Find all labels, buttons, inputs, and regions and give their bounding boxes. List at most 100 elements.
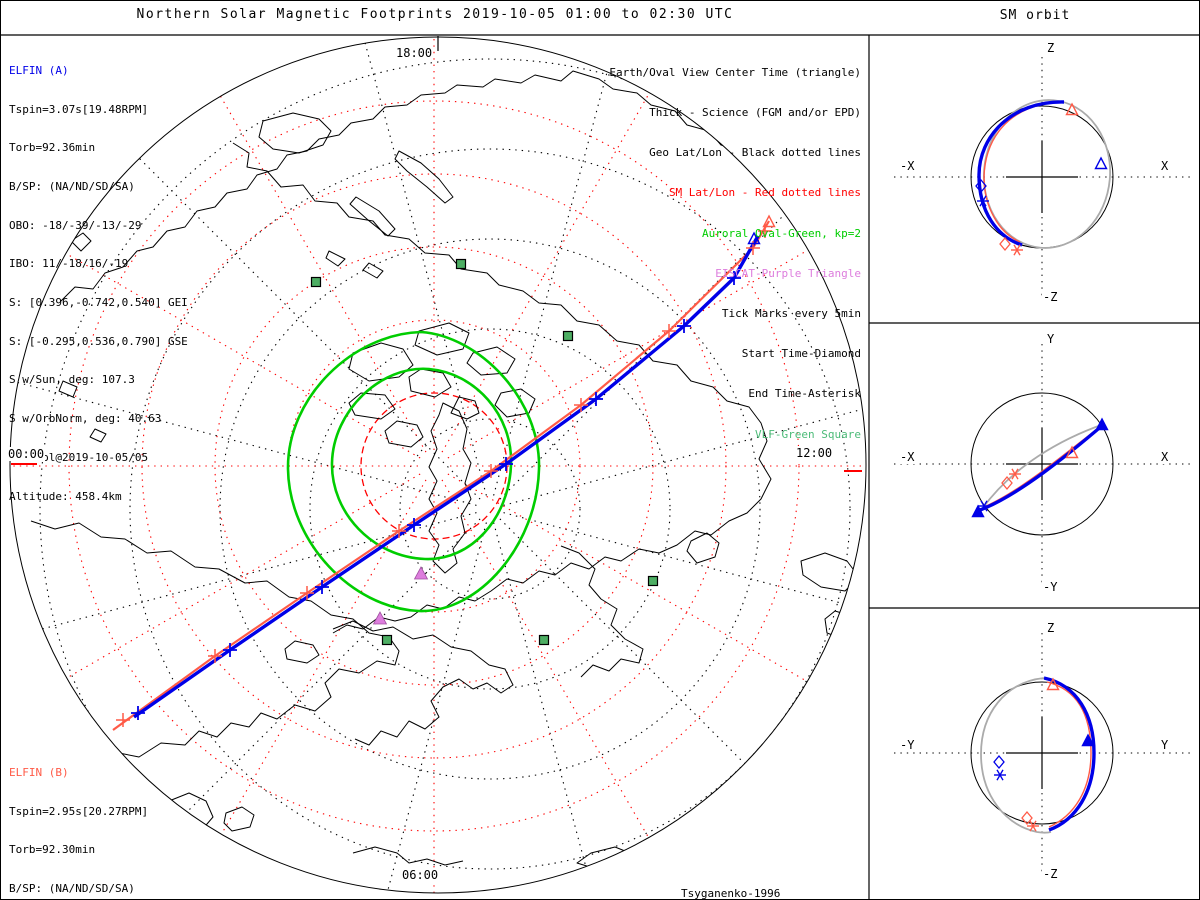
triangle-center-time-marker xyxy=(1065,102,1079,116)
diamond-start-marker xyxy=(1021,810,1033,826)
panel3-axis-top: Z xyxy=(1046,621,1056,635)
coastline xyxy=(223,806,255,832)
coastline xyxy=(428,402,472,574)
coastline xyxy=(325,250,346,267)
legend-item: Thick - Science (FGM and/or EPD) xyxy=(649,106,861,120)
sm-lat-circle xyxy=(68,100,800,832)
geo-lon-line xyxy=(493,522,636,893)
elfin-a-line: Tspin=3.07s[19.48RPM] xyxy=(9,102,149,116)
auroral-oval-inner xyxy=(330,367,513,561)
coastline xyxy=(258,112,332,154)
legend-item: Start Time-Diamond xyxy=(741,347,861,361)
triangle-center-time-marker xyxy=(1095,417,1109,431)
diamond-start-marker xyxy=(1001,475,1013,491)
panel1-axis-top: Z xyxy=(1046,41,1056,55)
eiscat-marker xyxy=(413,566,429,580)
orbit-far-side xyxy=(981,423,1105,510)
footer: Tsyganenko-1996 Created: Wed Jan 25 15:2… xyxy=(681,860,900,899)
coastline xyxy=(414,322,470,356)
panel2-axis-right: X xyxy=(1160,450,1170,464)
elfin-b-line: Torb=92.30min xyxy=(9,843,96,857)
elfin-a-line: OBO: -18/-39/-13/-29 xyxy=(9,218,142,232)
elfin-b-info-block: ELFIN (B) Tspin=2.95s[20.27RPM] Torb=92.… xyxy=(9,741,188,899)
panel3-axis-right: Y xyxy=(1160,738,1170,752)
coastline xyxy=(654,832,694,852)
mlt-label-00: 00:00 xyxy=(7,447,46,461)
earth-circle xyxy=(970,681,1114,825)
elfin-b-name: ELFIN (B) xyxy=(9,765,69,779)
elfin-a-orbit-arc xyxy=(979,422,1106,512)
geo-lon-line xyxy=(503,363,866,506)
geo-lat-circle xyxy=(129,148,851,870)
geo-lat-circle xyxy=(219,238,761,780)
legend-item: Tick Marks every 5min xyxy=(721,307,861,321)
coastline xyxy=(348,342,414,382)
elfin-a-line: S: [0.396,-0.742,0.540] GEI xyxy=(9,296,188,310)
sm-mlt-line xyxy=(220,479,427,837)
vlf-station-marker xyxy=(647,575,659,587)
sm-mlt-line xyxy=(441,479,648,837)
elfin-a-line: S w/OrbNorm, deg: 40.63 xyxy=(9,412,162,426)
coastline xyxy=(466,346,516,376)
legend-item: End Time-Asterisk xyxy=(748,387,861,401)
diamond-start-marker xyxy=(993,754,1005,770)
triangle-center-time-marker xyxy=(1081,733,1095,747)
coastline xyxy=(384,420,424,448)
panel3-axis-left: -Y xyxy=(899,738,916,752)
diamond-start-marker xyxy=(975,178,987,194)
eiscat-marker xyxy=(372,611,388,625)
elfin-b-line: Tspin=2.95s[20.27RPM] xyxy=(9,804,149,818)
geo-lon-line xyxy=(344,522,487,893)
coastline xyxy=(70,232,92,252)
asterisk-end-marker xyxy=(1029,820,1037,832)
geo-lon-line xyxy=(503,512,866,655)
map-legend: Earth/Oval View Center Time (triangle) T… xyxy=(609,39,861,468)
asterisk-end-marker xyxy=(996,769,1004,781)
sm-mlt-line xyxy=(447,473,805,680)
coastline xyxy=(332,620,514,746)
diamond-start-marker xyxy=(999,236,1011,252)
sm-mlt-line xyxy=(441,95,648,453)
geo-lon-line xyxy=(10,363,477,506)
vlf-station-marker xyxy=(538,634,550,646)
vlf-station-marker xyxy=(562,330,574,342)
vlf-station-marker xyxy=(310,276,322,288)
panel2-axis-left: -X xyxy=(899,450,916,464)
coastline xyxy=(686,532,720,564)
triangle-center-time-marker xyxy=(1065,445,1079,459)
geo-lon-line xyxy=(499,518,866,893)
panel1-axis-right: X xyxy=(1160,159,1170,173)
legend-item: SM Lat/Lon - Red dotted lines xyxy=(668,186,861,200)
elfin-b-line: B/SP: (NA/ND/SD/SA) xyxy=(9,881,135,895)
coastline xyxy=(408,368,452,398)
sm-orbit-panel xyxy=(894,633,1191,875)
asterisk-end-marker xyxy=(1011,468,1019,480)
earth-circle xyxy=(970,392,1114,536)
orbit-far-side xyxy=(980,677,1052,834)
coastline xyxy=(348,392,396,420)
triangle-center-time-marker xyxy=(747,231,761,245)
elfin-b-orbit-arc xyxy=(983,104,1041,243)
geo-lat-circle xyxy=(399,418,581,600)
elfin-a-line: S: [-0.295,0.536,0.790] GSE xyxy=(9,334,188,348)
sm-mlt-line xyxy=(63,252,421,459)
elfin-a-orbit-arc xyxy=(1043,676,1096,832)
legend-item: EISCAT-Purple Triangle xyxy=(715,266,861,280)
mlt-label-18: 18:00 xyxy=(395,46,434,60)
coastline xyxy=(824,610,864,642)
coastline xyxy=(362,262,384,279)
triangle-center-time-marker xyxy=(1046,677,1060,691)
auroral-oval-outer xyxy=(286,330,541,613)
panel3-axis-bottom: -Z xyxy=(1042,867,1059,881)
page-title: Northern Solar Magnetic Footprints 2019-… xyxy=(136,7,734,22)
coastline xyxy=(450,396,480,420)
coastline xyxy=(89,428,107,443)
coastline xyxy=(284,640,320,664)
vlf-station-marker xyxy=(381,634,393,646)
coastline xyxy=(394,150,454,204)
coastline xyxy=(494,388,536,418)
sm-mlt-line xyxy=(63,473,421,680)
triangle-center-time-marker xyxy=(1094,156,1108,170)
